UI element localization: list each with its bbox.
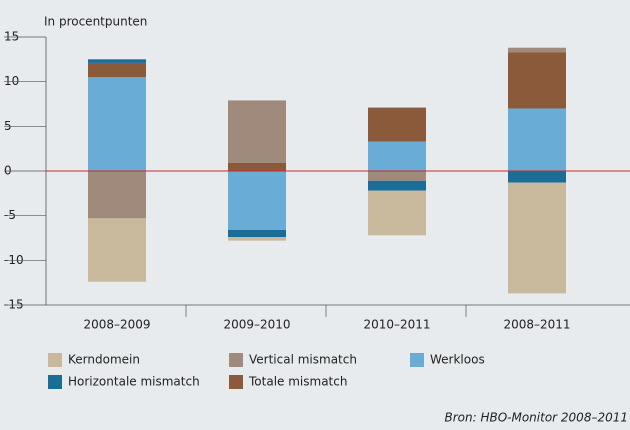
bar-segment — [368, 141, 426, 171]
bar-segment — [88, 218, 146, 282]
y-tick-label: 10 — [4, 74, 19, 88]
bar-segment — [88, 77, 146, 171]
bar-segment — [88, 59, 146, 63]
bar-segment — [368, 180, 426, 191]
bar-segment — [508, 52, 566, 109]
legend-swatch — [229, 353, 243, 367]
bar-segment — [508, 108, 566, 171]
legend-label: Totale mismatch — [248, 375, 347, 389]
legend-swatch — [48, 375, 62, 389]
bar-segment — [228, 100, 286, 163]
legend-label: Vertical mismatch — [249, 353, 357, 367]
chart-title: In procentpunten — [44, 15, 147, 29]
bar-segment — [368, 190, 426, 236]
bar-segment — [228, 162, 286, 171]
bar-segment — [508, 47, 566, 53]
bar-segment — [508, 182, 566, 294]
x-tick-label: 2010–2011 — [363, 318, 430, 332]
y-tick-label: 0 — [4, 164, 12, 178]
y-tick-label: 15 — [4, 30, 19, 44]
x-tick-label: 2008–2009 — [83, 318, 150, 332]
bar-segment — [508, 171, 566, 183]
x-tick-label: 2008–2011 — [503, 318, 570, 332]
bar-segment — [88, 62, 146, 78]
bar-segment — [228, 237, 286, 241]
y-tick-label: -5 — [4, 208, 16, 222]
legend-label: Horizontale mismatch — [68, 375, 200, 389]
bar-segment — [368, 107, 426, 142]
y-tick-label: -15 — [4, 298, 24, 312]
bar-segment — [88, 171, 146, 219]
x-tick-label: 2009–2010 — [223, 318, 290, 332]
legend-swatch — [48, 353, 62, 367]
legend-label: Werkloos — [430, 353, 485, 367]
legend-swatch — [410, 353, 424, 367]
bar-segment — [228, 229, 286, 238]
y-tick-label: 5 — [4, 119, 12, 133]
source: Bron: HBO-Monitor 2008–2011 — [444, 411, 628, 425]
y-tick-label: -10 — [4, 253, 24, 267]
legend-label: Kerndomein — [68, 353, 140, 367]
legend-swatch — [229, 375, 243, 389]
bar-segment — [228, 171, 286, 230]
bar-segment — [368, 171, 426, 181]
